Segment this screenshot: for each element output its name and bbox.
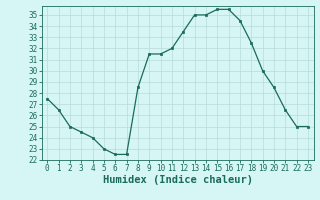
X-axis label: Humidex (Indice chaleur): Humidex (Indice chaleur): [103, 175, 252, 185]
